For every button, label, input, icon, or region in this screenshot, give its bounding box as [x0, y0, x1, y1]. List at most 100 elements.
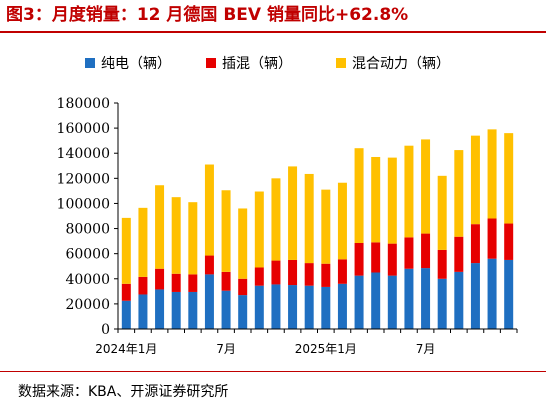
- bar-segment: [221, 190, 231, 272]
- bar-segment: [221, 290, 231, 329]
- y-tick-label: 140000: [57, 146, 110, 162]
- bar-segment: [238, 278, 248, 296]
- y-tick-label: 60000: [65, 247, 110, 263]
- bar-segment: [321, 286, 331, 329]
- bar-segment: [304, 285, 314, 329]
- bar-segment: [304, 173, 314, 264]
- y-tick-label: 40000: [65, 272, 110, 288]
- bar-segment: [437, 175, 447, 250]
- bar-segment: [387, 157, 397, 244]
- bar-segment: [138, 276, 148, 295]
- bar-segment: [238, 208, 248, 279]
- bar-segment: [487, 258, 497, 329]
- bar-segment: [354, 275, 364, 329]
- bar-segment: [404, 237, 414, 269]
- bar-segment: [188, 274, 198, 292]
- chart-title: 图3：月度销量：12 月德国 BEV 销量同比+62.8%: [6, 5, 409, 25]
- bar-segment: [454, 271, 464, 329]
- bar-segment: [387, 275, 397, 329]
- x-tick-label: 7月: [216, 342, 236, 356]
- bar-segment: [271, 260, 281, 285]
- stacked-bar-chart: 纯电（辆） 插混（辆） 混合动力（辆） 0 20000 40000 60000 80000 1…: [57, 56, 518, 356]
- bar-segment: [470, 135, 480, 225]
- bar-segment: [171, 197, 181, 274]
- bar-segment: [404, 268, 414, 329]
- data-source: 数据来源：KBA、开源证券研究所: [18, 384, 229, 400]
- y-tick-label: 100000: [57, 196, 110, 212]
- source-divider: [0, 371, 546, 372]
- bar-segment: [421, 139, 431, 234]
- bar-segment: [254, 191, 264, 268]
- bar-segment: [421, 268, 431, 329]
- bar-segment: [271, 178, 281, 261]
- bar-segment: [155, 289, 165, 329]
- y-tick-label: 160000: [57, 121, 110, 137]
- bar-segment: [254, 267, 264, 286]
- x-tick-label: 2025年1月: [295, 342, 357, 356]
- bar-segment: [238, 295, 248, 329]
- bar-segment: [204, 164, 214, 256]
- bar-segment: [487, 129, 497, 219]
- legend-label: 纯电（辆）: [101, 56, 171, 72]
- y-tick-label: 20000: [65, 297, 110, 313]
- bar-segment: [288, 285, 298, 329]
- bar-segment: [437, 278, 447, 329]
- bar-segment: [371, 272, 381, 329]
- bar-segment: [221, 271, 231, 291]
- bar-segment: [171, 291, 181, 329]
- bar-segment: [337, 283, 347, 329]
- bar-segment: [354, 242, 364, 276]
- bar-segment: [337, 259, 347, 284]
- bars: [121, 129, 514, 329]
- legend-label: 混合动力（辆）: [352, 56, 450, 72]
- y-tick-label: 120000: [57, 171, 110, 187]
- x-axis: 2024年1月 7月 2025年1月 7月: [95, 328, 518, 356]
- bar-segment: [371, 242, 381, 273]
- bar-segment: [188, 202, 198, 275]
- bar-segment: [155, 268, 165, 290]
- x-tick-label: 7月: [416, 342, 436, 356]
- bar-segment: [470, 224, 480, 264]
- bar-segment: [138, 294, 148, 329]
- legend-swatch: [206, 58, 216, 68]
- y-tick-label: 80000: [65, 222, 110, 238]
- y-tick-label: 0: [101, 322, 110, 338]
- title-divider: [0, 31, 546, 33]
- legend: 纯电（辆） 插混（辆） 混合动力（辆）: [85, 56, 450, 72]
- bar-segment: [138, 207, 148, 277]
- bar-segment: [321, 189, 331, 264]
- bar-segment: [371, 156, 381, 243]
- bar-segment: [171, 273, 181, 292]
- bar-segment: [354, 148, 364, 243]
- bar-segment: [121, 300, 131, 329]
- bar-segment: [155, 185, 165, 269]
- x-tick-label: 2024年1月: [95, 342, 157, 356]
- bar-segment: [504, 223, 514, 260]
- bar-segment: [321, 263, 331, 287]
- bar-segment: [387, 243, 397, 276]
- bar-segment: [188, 291, 198, 329]
- bar-segment: [121, 283, 131, 301]
- bar-segment: [421, 233, 431, 269]
- bar-segment: [271, 284, 281, 329]
- bar-segment: [404, 145, 414, 238]
- bar-segment: [437, 249, 447, 279]
- legend-swatch: [336, 58, 346, 68]
- bar-segment: [254, 285, 264, 329]
- legend-swatch: [85, 58, 95, 68]
- bar-segment: [504, 259, 514, 329]
- bar-segment: [487, 218, 497, 259]
- bar-segment: [288, 166, 298, 260]
- bar-segment: [204, 274, 214, 329]
- bar-segment: [204, 255, 214, 275]
- bar-segment: [288, 259, 298, 286]
- bar-segment: [454, 150, 464, 237]
- bar-segment: [504, 133, 514, 224]
- y-axis: 0 20000 40000 60000 80000 100000 120000 140000 1…: [57, 96, 119, 338]
- legend-label: 插混（辆）: [222, 56, 292, 72]
- bar-segment: [470, 263, 480, 329]
- bar-segment: [454, 236, 464, 272]
- bar-segment: [304, 263, 314, 286]
- bar-segment: [121, 217, 131, 284]
- y-tick-label: 180000: [57, 96, 110, 112]
